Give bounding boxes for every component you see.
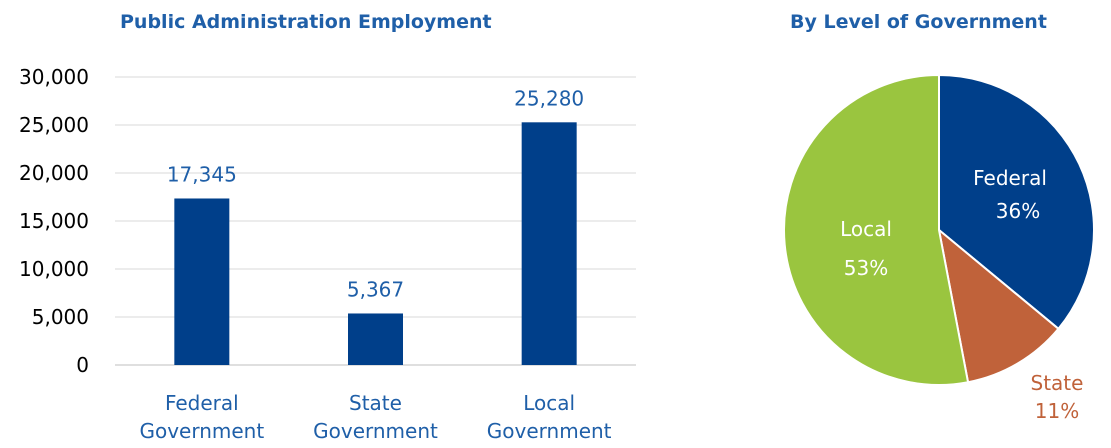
data-label: 5,367 [347, 277, 404, 301]
pie-slice-label: Federal [973, 166, 1047, 190]
pie-slice [938, 73, 1095, 331]
y-tick-label: 5,000 [32, 305, 89, 329]
pie-slice [937, 227, 1060, 384]
pie-slice-percent: 36% [996, 199, 1040, 223]
bar-chart-title: Public Administration Employment [120, 11, 492, 33]
pie-slice-percent: 11% [1035, 399, 1079, 423]
pie-chart-title: By Level of Government [790, 11, 1047, 33]
bar [521, 122, 577, 365]
data-label: 25,280 [514, 86, 584, 110]
category-label: State Government [313, 391, 438, 443]
y-tick-label: 15,000 [19, 209, 89, 233]
bar-chart: 0 5,000 10,000 15,000 20,000 25,000 30,000 17,3… [19, 65, 636, 443]
y-tick-label: 0 [76, 353, 89, 377]
data-label: 17,345 [167, 162, 237, 186]
y-tick-label: 25,000 [19, 113, 89, 137]
y-tick-label: 30,000 [19, 65, 89, 89]
bar [174, 198, 230, 365]
pie-slice-label: Local [840, 217, 892, 241]
y-tick-label: 10,000 [19, 257, 89, 281]
category-label: Local Government [487, 391, 612, 443]
bar [348, 313, 403, 365]
pie-slice-percent: 53% [844, 256, 888, 280]
category-label: Federal Government [139, 391, 264, 443]
pie-slice [783, 73, 970, 386]
pie-slice-label: State [1031, 371, 1084, 395]
y-tick-label: 20,000 [19, 161, 89, 185]
